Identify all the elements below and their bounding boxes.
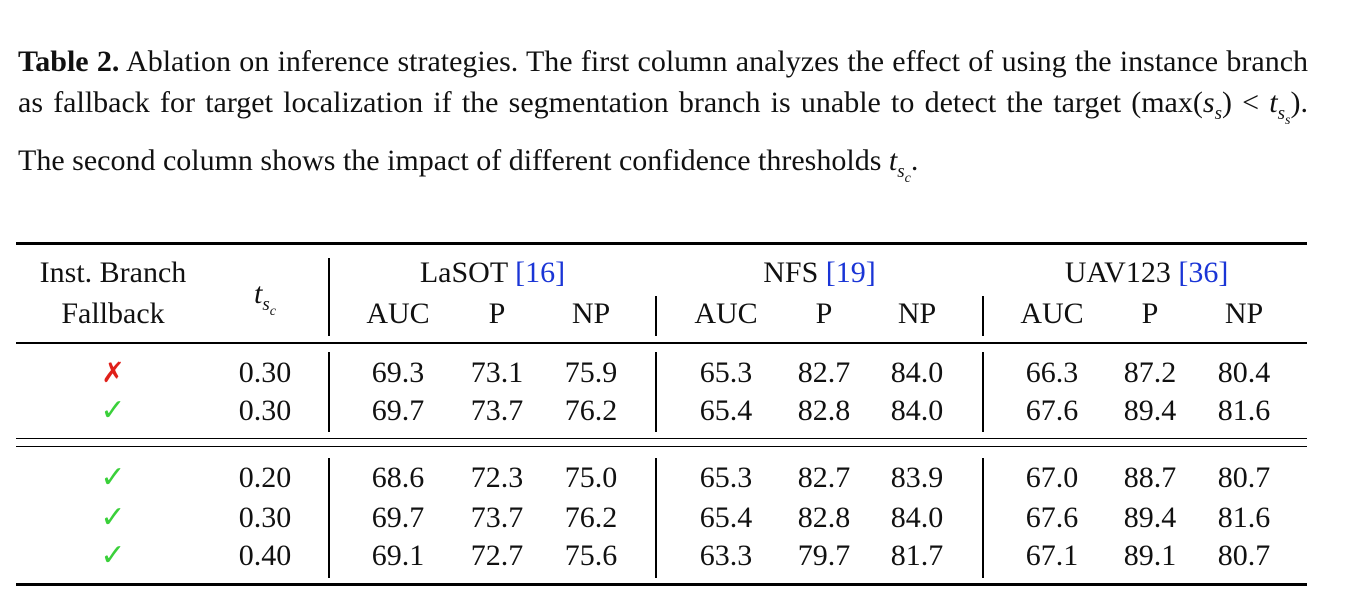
header-metric-p: P xyxy=(488,297,506,330)
caption-math-tss: tss xyxy=(1269,85,1291,128)
vrule-body1-lasot xyxy=(655,352,657,432)
table-double-rule-2 xyxy=(16,446,1307,448)
row-threshold: 0.20 xyxy=(238,461,292,494)
check-icon: ✓ xyxy=(100,460,126,495)
table-top-rule xyxy=(16,242,1307,245)
vrule-header-lasot xyxy=(655,296,657,336)
header-threshold: tsc xyxy=(254,277,276,319)
table-cell: 73.7 xyxy=(470,394,524,427)
table-cell: 65.4 xyxy=(699,394,753,427)
header-metric-auc: AUC xyxy=(694,297,758,330)
table-bottom-rule xyxy=(16,583,1307,586)
header-fallback-line1: Inst. Branch xyxy=(39,256,187,289)
table-caption: Table 2. Ablation on inference strategie… xyxy=(18,42,1308,199)
table-cell: 76.2 xyxy=(564,501,618,534)
table-cell: 69.7 xyxy=(371,394,425,427)
check-icon: ✓ xyxy=(100,500,126,535)
table-cell: 69.3 xyxy=(371,356,425,389)
table-cell: 65.3 xyxy=(699,356,753,389)
caption-math-ss: ss xyxy=(1202,85,1222,124)
table-cell: 89.4 xyxy=(1123,394,1177,427)
check-icon: ✓ xyxy=(100,538,126,573)
vrule-header-nfs xyxy=(982,296,984,336)
table-cell: 67.6 xyxy=(1025,394,1079,427)
vrule-body2-main xyxy=(328,458,330,578)
table-cell: 82.8 xyxy=(797,501,851,534)
table-header-rule xyxy=(16,342,1307,344)
table-double-rule-1 xyxy=(16,438,1307,440)
table-cell: 80.4 xyxy=(1217,356,1271,389)
header-metric-np: NP xyxy=(897,297,937,330)
header-metric-np: NP xyxy=(571,297,611,330)
table-cell: 67.6 xyxy=(1025,501,1079,534)
table-cell: 80.7 xyxy=(1217,461,1271,494)
caption-text-4: . xyxy=(910,143,919,177)
vrule-body2-lasot xyxy=(655,458,657,578)
table-cell: 84.0 xyxy=(890,394,944,427)
table-cell: 68.6 xyxy=(371,461,425,494)
check-icon: ✓ xyxy=(100,393,126,428)
table-cell: 83.9 xyxy=(890,461,944,494)
table-cell: 65.4 xyxy=(699,501,753,534)
table-cell: 87.2 xyxy=(1123,356,1177,389)
row-threshold: 0.30 xyxy=(238,356,292,389)
header-group-lasot: LaSOT [16] xyxy=(419,256,566,289)
row-threshold: 0.40 xyxy=(238,539,292,572)
vrule-body2-nfs xyxy=(982,458,984,578)
table-cell: 81.6 xyxy=(1217,501,1271,534)
table-cell: 75.6 xyxy=(564,539,618,572)
header-fallback-line2: Fallback xyxy=(61,297,165,330)
cross-icon: ✗ xyxy=(101,356,125,389)
table-cell: 75.0 xyxy=(564,461,618,494)
table-cell: 65.3 xyxy=(699,461,753,494)
cite-nfs[interactable]: [19] xyxy=(825,256,876,289)
caption-text-1: Ablation on inference strategies. The fi… xyxy=(18,45,1309,119)
table-cell: 75.9 xyxy=(564,356,618,389)
caption-text-2: ) < xyxy=(1221,85,1270,119)
cite-uav123[interactable]: [36] xyxy=(1178,256,1229,289)
table-cell: 73.1 xyxy=(470,356,524,389)
table-cell: 69.7 xyxy=(371,501,425,534)
table-cell: 80.7 xyxy=(1217,539,1271,572)
table-cell: 82.8 xyxy=(797,394,851,427)
table-cell: 79.7 xyxy=(797,539,851,572)
header-metric-np: NP xyxy=(1224,297,1264,330)
table-cell: 67.0 xyxy=(1025,461,1079,494)
table-cell: 66.3 xyxy=(1025,356,1079,389)
table-cell: 88.7 xyxy=(1123,461,1177,494)
table-cell: 89.4 xyxy=(1123,501,1177,534)
table-cell: 67.1 xyxy=(1025,539,1079,572)
table-cell: 72.3 xyxy=(470,461,524,494)
cite-lasot[interactable]: [16] xyxy=(515,256,566,289)
table-cell: 84.0 xyxy=(890,501,944,534)
table-cell: 82.7 xyxy=(797,356,851,389)
caption-text-3: ). The second column shows the impact of… xyxy=(18,85,1308,177)
header-metric-auc: AUC xyxy=(366,297,430,330)
header-group-uav123: UAV123 [36] xyxy=(1064,256,1229,289)
header-group-nfs: NFS [19] xyxy=(763,256,876,289)
table-cell: 84.0 xyxy=(890,356,944,389)
table-cell: 82.7 xyxy=(797,461,851,494)
table-cell: 89.1 xyxy=(1123,539,1177,572)
header-metric-p: P xyxy=(1141,297,1159,330)
table-cell: 63.3 xyxy=(699,539,753,572)
header-metric-p: P xyxy=(815,297,833,330)
table-cell: 72.7 xyxy=(470,539,524,572)
table-cell: 81.7 xyxy=(890,539,944,572)
table-cell: 69.1 xyxy=(371,539,425,572)
header-metric-auc: AUC xyxy=(1020,297,1084,330)
caption-math-tsc: tsc xyxy=(888,143,911,186)
table-cell: 81.6 xyxy=(1217,394,1271,427)
table-cell: 73.7 xyxy=(470,501,524,534)
vrule-body1-main xyxy=(328,352,330,432)
row-threshold: 0.30 xyxy=(238,501,292,534)
row-threshold: 0.30 xyxy=(238,394,292,427)
caption-label: Table 2. xyxy=(18,45,120,78)
vrule-body1-nfs xyxy=(982,352,984,432)
vrule-header-main xyxy=(328,258,330,336)
table-cell: 76.2 xyxy=(564,394,618,427)
